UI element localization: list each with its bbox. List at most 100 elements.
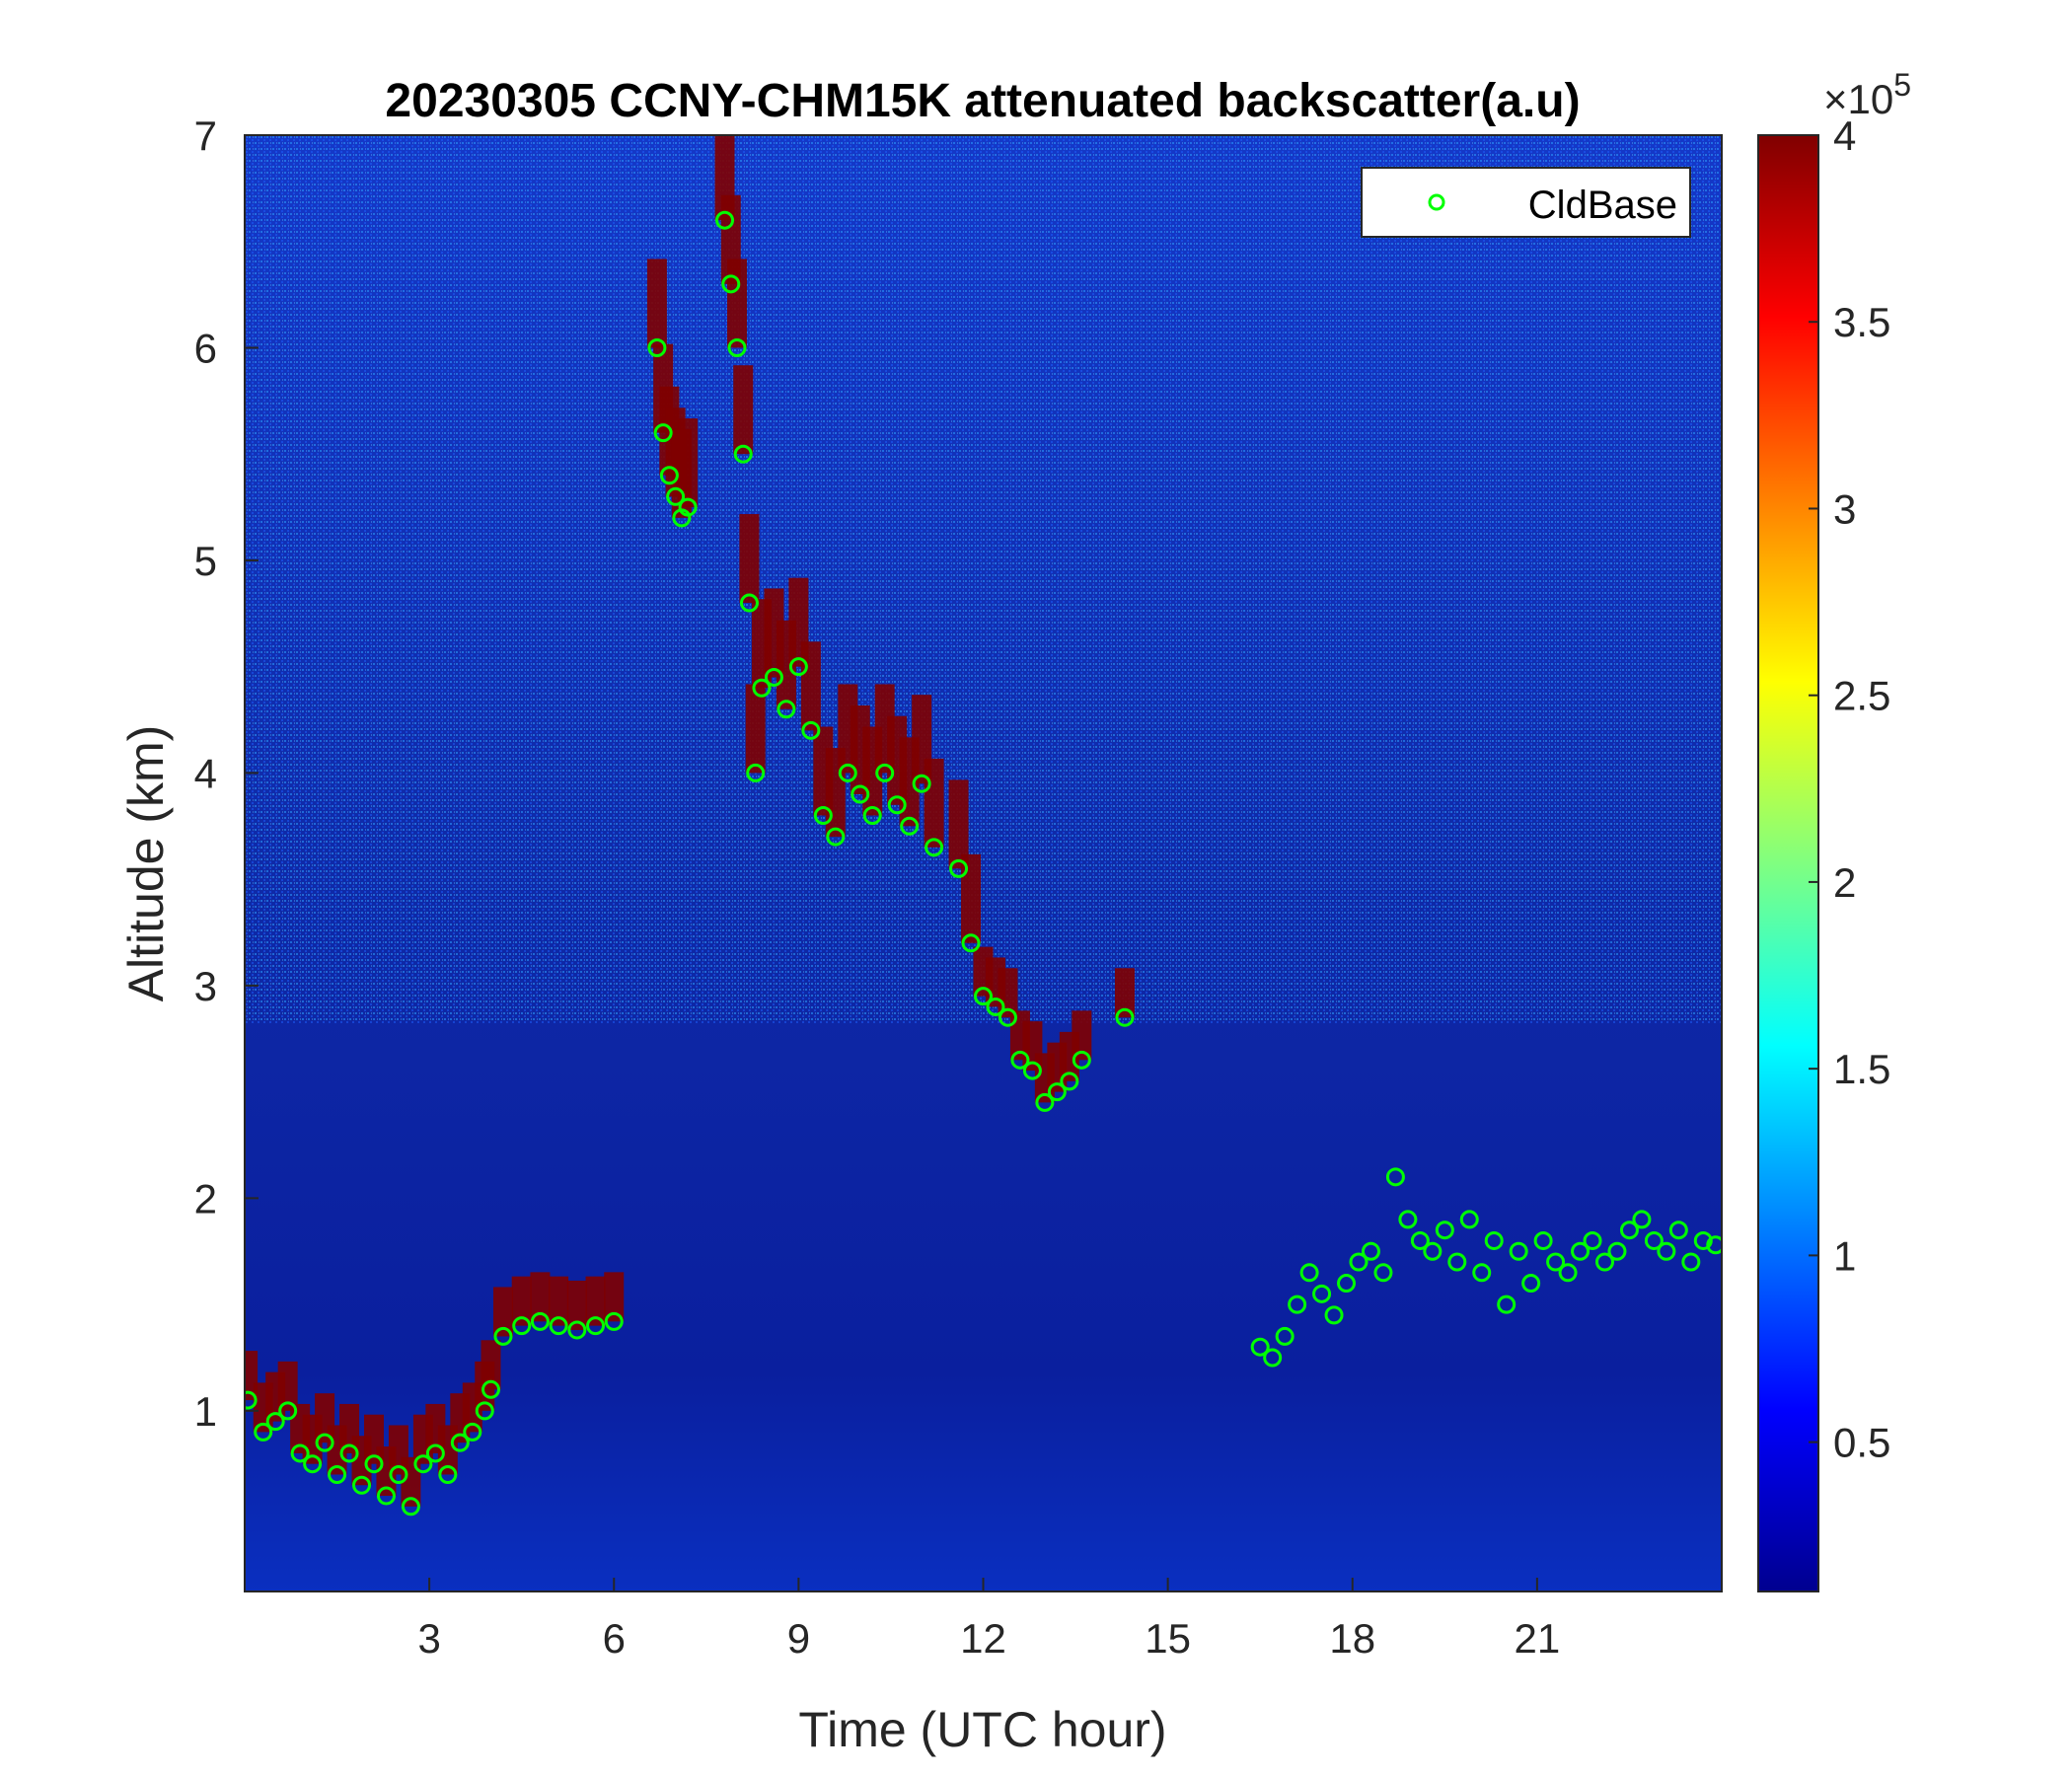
cldbase-point: [463, 1422, 482, 1442]
cloud-cell: [481, 1340, 501, 1390]
cldbase-point: [777, 700, 796, 719]
cldbase-point: [739, 593, 759, 613]
cldbase-point: [659, 466, 679, 485]
y-tick-label: 6: [194, 325, 217, 371]
colorbar-tick-label: 0.5: [1833, 1420, 1890, 1466]
cldbase-point: [1398, 1210, 1418, 1229]
cldbase-point: [1385, 1167, 1405, 1187]
chart-title: 20230305 CCNY-CHM15K attenuated backscat…: [385, 75, 1580, 127]
cldbase-point: [364, 1454, 384, 1474]
plot-area: [245, 135, 1722, 1591]
cldbase-point: [1706, 1235, 1722, 1255]
cloud-cell: [646, 259, 667, 348]
cldbase-point: [425, 1443, 445, 1463]
cloud-cell: [739, 514, 760, 604]
x-tick-label: 15: [1145, 1615, 1191, 1662]
cloud-cell: [277, 1361, 298, 1411]
colorbar-tick-label: 1.5: [1833, 1046, 1890, 1092]
cldbase-point: [278, 1401, 298, 1421]
cldbase-point: [1060, 1072, 1079, 1091]
cldbase-point: [1423, 1241, 1443, 1261]
cldbase-point: [1447, 1252, 1467, 1272]
cldbase-point: [512, 1316, 532, 1336]
cldbase-point: [549, 1316, 568, 1336]
cldbase-point: [1533, 1230, 1553, 1250]
cldbase-point: [1072, 1050, 1091, 1070]
cldbase-point: [1583, 1230, 1602, 1250]
x-tick-label: 21: [1515, 1615, 1561, 1662]
colorbar-gradient: [1757, 134, 1819, 1592]
cldbase-point: [1047, 1082, 1067, 1102]
cldbase-point: [1115, 1007, 1135, 1027]
cldbase-point: [1324, 1305, 1344, 1325]
cloud-cell: [745, 684, 766, 774]
y-axis-label: Altitude (km): [118, 725, 174, 1002]
cldbase-point: [450, 1433, 470, 1452]
cldbase-point: [1035, 1092, 1055, 1112]
cldbase-point: [912, 774, 931, 793]
cldbase-point: [328, 1464, 347, 1484]
cldbase-point: [567, 1320, 587, 1340]
backscatter-noise: [245, 135, 1722, 1023]
cldbase-point: [481, 1379, 500, 1399]
cldbase-point: [851, 784, 870, 804]
cldbase-point: [1558, 1263, 1578, 1283]
colorbar-tick-label: 3: [1833, 485, 1856, 532]
colorbar-tick-label: 2: [1833, 859, 1856, 906]
cldbase-point: [653, 423, 673, 443]
cldbase-point: [530, 1311, 550, 1331]
colorbar-exponent-label: ×105: [1823, 67, 1911, 122]
cldbase-point: [1644, 1230, 1664, 1250]
cldbase-point: [254, 1422, 273, 1442]
cldbase-point: [1373, 1263, 1393, 1283]
colorbar-exponent: 5: [1893, 67, 1911, 103]
cldbase-point: [1299, 1263, 1319, 1283]
cldbase-point: [1349, 1252, 1369, 1272]
legend-box: [1361, 167, 1691, 238]
cldbase-point: [376, 1486, 396, 1506]
cldbase-point: [1668, 1221, 1688, 1240]
cldbase-point: [303, 1454, 323, 1474]
cloud-cell: [733, 365, 754, 455]
cldbase-point: [727, 337, 747, 357]
cloud-cell: [800, 641, 821, 731]
cldbase-point: [666, 486, 686, 506]
colorbar-ticks: 0.5 1 1.5 2 2.5 3 3.5 4: [1809, 112, 1890, 1466]
cldbase-point: [949, 858, 969, 878]
y-tick-label: 2: [194, 1175, 217, 1221]
cldbase-point: [715, 210, 735, 230]
cldbase-point: [1571, 1241, 1591, 1261]
colorbar-tick-label: 3.5: [1833, 299, 1890, 345]
x-tick-label: 12: [960, 1615, 1006, 1662]
cldbase-point: [1275, 1326, 1295, 1346]
cldbase-point: [389, 1464, 408, 1484]
cldbase-point: [813, 806, 833, 826]
cldbase-point: [1263, 1348, 1283, 1368]
cloud-cell: [511, 1276, 532, 1326]
cldbase-point: [1521, 1274, 1541, 1294]
legend-entry-cldbase: CldBase: [1528, 184, 1677, 227]
cldbase-point: [721, 274, 741, 294]
y-tick-label: 3: [194, 963, 217, 1009]
cldbase-point: [290, 1443, 310, 1463]
cldbase-point: [1312, 1284, 1332, 1303]
cldbase-point: [974, 987, 993, 1006]
cldbase-point: [961, 933, 981, 953]
cldbase-point: [1250, 1337, 1270, 1357]
cldbase-point: [764, 667, 783, 687]
cldbase-point: [1497, 1295, 1517, 1314]
cldbase-point: [413, 1454, 433, 1474]
cldbase-point: [1693, 1230, 1713, 1250]
cldbase-point: [604, 1311, 624, 1331]
cldbase-point: [647, 337, 667, 357]
y-tick-label: 1: [194, 1388, 217, 1435]
cldbase-point: [998, 1007, 1017, 1027]
cloud-cell: [678, 418, 699, 508]
cldbase-point: [801, 720, 821, 740]
cldbase-point: [1484, 1230, 1504, 1250]
x-axis-label: Time (UTC hour): [798, 1702, 1166, 1757]
cldbase-point: [339, 1443, 359, 1463]
cldbase-point: [733, 444, 753, 464]
cldbase-point: [1607, 1241, 1627, 1261]
cloud-cell: [961, 853, 982, 943]
